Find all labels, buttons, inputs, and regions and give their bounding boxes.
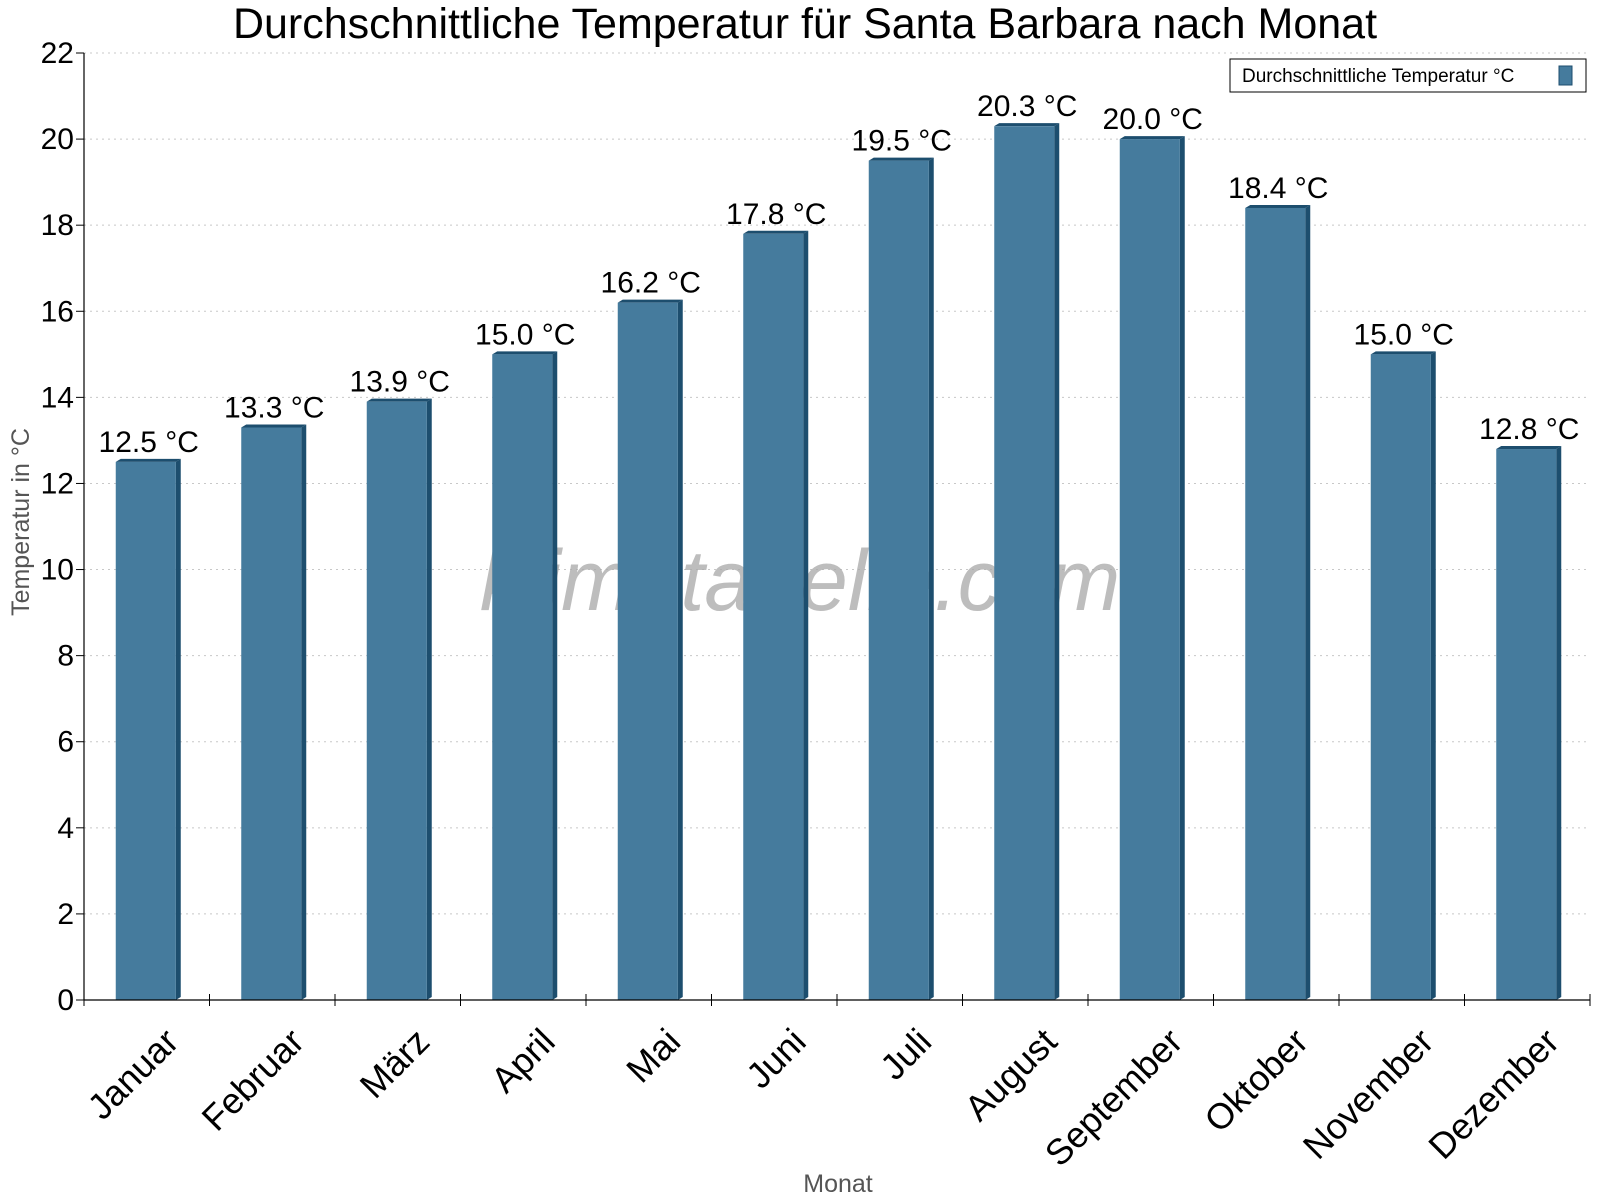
- legend-swatch: [1558, 65, 1573, 86]
- legend: Durchschnittliche Temperatur °C: [1229, 58, 1587, 93]
- bar-front: [994, 126, 1055, 1001]
- x-tick-label: Oktober: [1196, 1020, 1316, 1140]
- x-tick-label: Februar: [194, 1020, 312, 1138]
- bar-front: [1119, 139, 1180, 1000]
- bar-front: [1370, 354, 1431, 1000]
- bar-side: [803, 230, 809, 1001]
- bars: [115, 123, 1562, 1001]
- x-tick-label: November: [1295, 1020, 1441, 1166]
- bar-top: [1496, 446, 1562, 450]
- data-label: 15.0 °C: [1354, 318, 1454, 351]
- data-label: 18.4 °C: [1228, 172, 1328, 205]
- bar: [1370, 351, 1436, 1000]
- bar-front: [1496, 449, 1557, 1000]
- x-tick-label: Dezember: [1420, 1020, 1566, 1166]
- bar: [366, 398, 432, 1000]
- data-label: 20.0 °C: [1103, 103, 1203, 136]
- bar-top: [492, 351, 558, 355]
- y-tick-label: 22: [41, 37, 74, 70]
- x-tick-label: Juni: [738, 1020, 814, 1096]
- bar-front: [868, 160, 929, 1000]
- bar-top: [868, 157, 934, 161]
- bar-side: [1430, 351, 1436, 1000]
- grid-lines: [84, 52, 1590, 915]
- data-labels: 12.5 °C 13.3 °C 13.9 °C 15.0 °C 16.2 °C 17.8 …: [99, 90, 1580, 459]
- bar-side: [1305, 204, 1311, 1001]
- bar-side: [552, 351, 558, 1000]
- bar-top: [1245, 204, 1311, 208]
- data-label: 12.5 °C: [99, 426, 199, 459]
- bar-front: [492, 354, 553, 1000]
- x-tick-label: April: [483, 1020, 563, 1100]
- data-label: 13.3 °C: [224, 391, 324, 424]
- data-label: 16.2 °C: [601, 267, 701, 300]
- data-label: 19.5 °C: [852, 125, 952, 158]
- bar-side: [175, 458, 181, 1000]
- bar: [115, 458, 181, 1000]
- y-tick-label: 10: [41, 554, 74, 587]
- bar: [617, 299, 683, 1000]
- data-label: 12.8 °C: [1479, 413, 1579, 446]
- y-tick-label: 16: [41, 295, 74, 328]
- y-tick-label: 0: [57, 984, 74, 1017]
- data-label: 15.0 °C: [475, 318, 575, 351]
- bar-side: [426, 398, 432, 1000]
- bar-top: [1370, 351, 1436, 355]
- bar-top: [241, 424, 307, 428]
- data-label: 20.3 °C: [977, 90, 1077, 123]
- y-tick-label: 12: [41, 467, 74, 500]
- y-tick-label: 6: [57, 726, 74, 759]
- data-label: 17.8 °C: [726, 198, 826, 231]
- bar: [994, 123, 1060, 1001]
- y-tick-label: 18: [41, 209, 74, 242]
- bar-front: [743, 233, 804, 1001]
- bar: [1119, 136, 1185, 1000]
- bar-top: [994, 123, 1060, 127]
- bar-side: [301, 424, 307, 1000]
- bar-front: [617, 302, 678, 1000]
- bar-top: [115, 458, 181, 462]
- bar: [868, 157, 934, 1000]
- x-axis-title: Monat: [803, 1170, 873, 1198]
- bar-front: [241, 427, 302, 1000]
- bar-top: [743, 230, 809, 234]
- bar-top: [617, 299, 683, 303]
- bar-top: [1119, 136, 1185, 140]
- bar-front: [366, 401, 427, 1000]
- bar-side: [677, 299, 683, 1000]
- x-tick-label: September: [1037, 1020, 1191, 1174]
- bar: [241, 424, 307, 1000]
- x-tick-label: Mai: [618, 1020, 688, 1090]
- bar-side: [1179, 136, 1185, 1000]
- bar: [1496, 446, 1562, 1000]
- y-tick-label: 14: [41, 381, 74, 414]
- y-tick-label: 2: [57, 898, 74, 931]
- x-tick-label: August: [956, 1020, 1064, 1128]
- y-tick-label: 20: [41, 123, 74, 156]
- bar-side: [1556, 446, 1562, 1000]
- bar-side: [928, 157, 934, 1000]
- bar-side: [1054, 123, 1060, 1001]
- data-label: 13.9 °C: [350, 366, 450, 399]
- x-tick-label: Januar: [79, 1020, 186, 1127]
- bar-top: [366, 398, 432, 402]
- x-tick-label: März: [352, 1020, 438, 1106]
- y-axis-title: Temperatur in °C: [7, 428, 35, 616]
- bar: [743, 230, 809, 1001]
- bar: [1245, 204, 1311, 1001]
- x-tick-label: Juli: [872, 1020, 939, 1087]
- y-tick-label: 8: [57, 640, 74, 673]
- bar-front: [1245, 207, 1306, 1001]
- bar: [492, 351, 558, 1000]
- y-tick-label: 4: [57, 812, 74, 845]
- chart-title: Durchschnittliche Temperatur für Santa B…: [233, 0, 1377, 48]
- bar-front: [115, 461, 176, 1000]
- legend-label: Durchschnittliche Temperatur °C: [1242, 66, 1514, 87]
- legend-box: [1229, 58, 1587, 93]
